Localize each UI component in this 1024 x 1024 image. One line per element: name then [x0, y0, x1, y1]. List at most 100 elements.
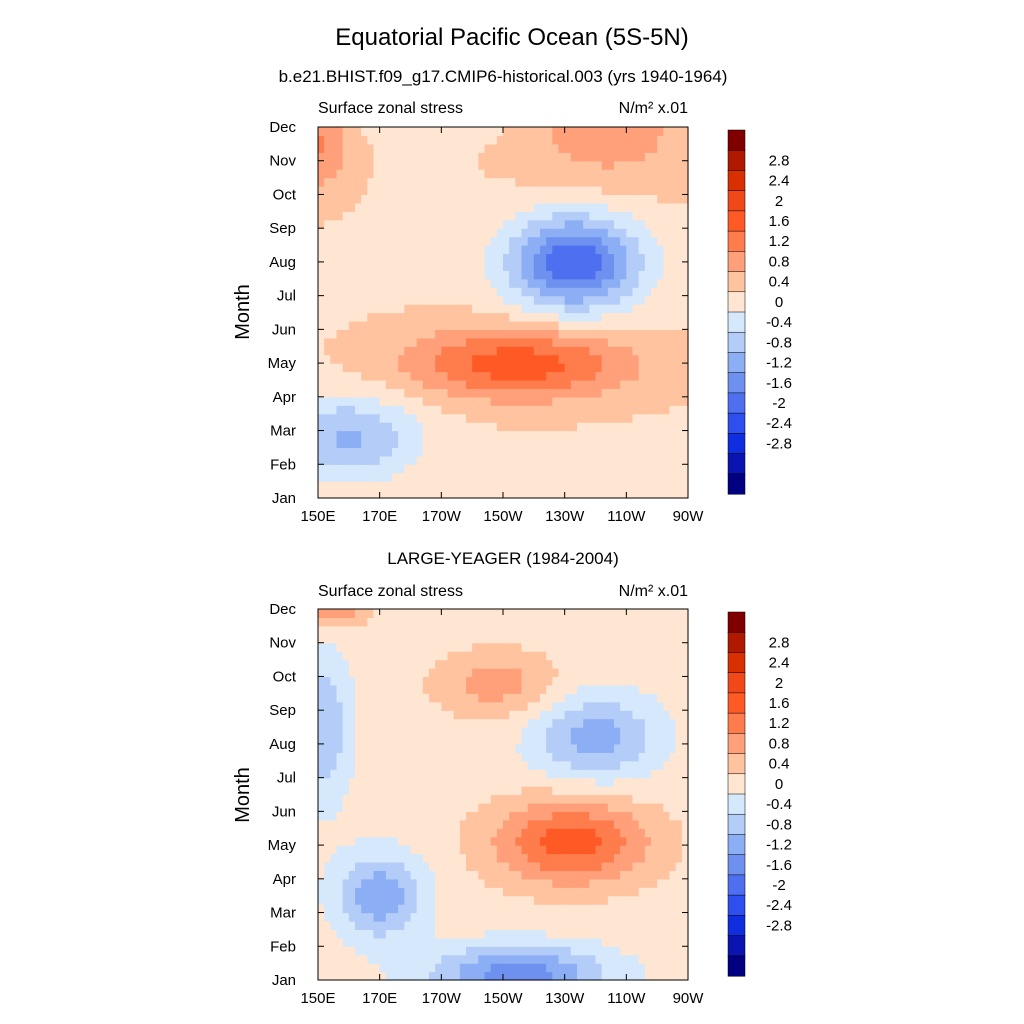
heatmap-cell: [521, 379, 529, 389]
heatmap-cell: [638, 786, 646, 796]
heatmap-cell: [330, 312, 338, 322]
heatmap-cell: [385, 253, 393, 263]
heatmap-cell: [373, 802, 381, 812]
colorbar-swatch: [727, 473, 746, 495]
heatmap-cell: [496, 895, 504, 905]
heatmap-cell: [552, 786, 560, 796]
heatmap-cell: [459, 143, 467, 153]
heatmap-cell: [626, 760, 634, 770]
heatmap-cell: [515, 455, 523, 465]
heatmap-cell: [626, 937, 634, 947]
heatmap-cell: [675, 727, 683, 737]
heatmap-cell: [601, 870, 609, 880]
heatmap-cell: [361, 253, 368, 263]
heatmap-cell: [336, 912, 344, 922]
heatmap-cell: [373, 887, 381, 897]
heatmap-cell: [447, 489, 455, 499]
heatmap-cell: [373, 160, 381, 170]
heatmap-cell: [675, 447, 683, 457]
heatmap-cell: [367, 481, 375, 491]
heatmap-cell: [447, 135, 455, 145]
heatmap-cell: [429, 887, 436, 897]
heatmap-cell: [392, 481, 399, 491]
heatmap-cell: [533, 169, 541, 179]
heatmap-cell: [496, 828, 504, 838]
heatmap-cell: [459, 371, 467, 381]
heatmap-cell: [336, 777, 344, 787]
heatmap-cell: [447, 895, 455, 905]
heatmap-cell: [657, 710, 664, 720]
heatmap-cell: [453, 853, 461, 863]
heatmap-cell: [552, 455, 560, 465]
heatmap-cell: [429, 743, 436, 753]
heatmap-cell: [601, 287, 609, 297]
heatmap-cell: [484, 845, 492, 855]
heatmap-cell: [441, 701, 449, 711]
heatmap-cell: [416, 169, 424, 179]
heatmap-cell: [324, 828, 331, 838]
heatmap-cell: [361, 743, 368, 753]
heatmap-cell: [564, 354, 572, 364]
heatmap-cell: [570, 794, 578, 804]
heatmap-cell: [472, 920, 479, 931]
heatmap-cell: [614, 413, 621, 423]
heatmap-cell: [644, 861, 652, 871]
heatmap-cell: [614, 405, 621, 415]
heatmap-cell: [669, 735, 677, 745]
heatmap-cell: [503, 701, 510, 711]
heatmap-cell: [336, 219, 344, 229]
heatmap-cell: [484, 447, 492, 457]
heatmap-cell: [601, 861, 609, 871]
heatmap-cell: [669, 920, 677, 931]
heatmap-cell: [490, 887, 498, 897]
heatmap-cell: [422, 312, 430, 322]
heatmap-cell: [404, 954, 412, 964]
heatmap-cell: [348, 135, 356, 145]
heatmap-cell: [330, 769, 338, 779]
heatmap-cell: [490, 727, 498, 737]
colorbar-swatch: [727, 210, 746, 232]
heatmap-cell: [533, 346, 541, 356]
heatmap-cell: [472, 287, 479, 297]
heatmap-cell: [546, 329, 553, 339]
heatmap-cell: [675, 954, 683, 964]
heatmap-cell: [509, 937, 516, 947]
heatmap-cell: [392, 752, 399, 762]
heatmap-cell: [540, 422, 547, 432]
heatmap-cell: [669, 836, 677, 846]
heatmap-cell: [515, 160, 523, 170]
heatmap-cell: [632, 127, 640, 137]
heatmap-cell: [595, 971, 603, 981]
heatmap-cell: [496, 752, 504, 762]
heatmap-cell: [484, 354, 492, 364]
heatmap-cell: [601, 363, 609, 373]
heatmap-cell: [373, 337, 381, 347]
heatmap-cell: [459, 245, 467, 255]
heatmap-cell: [490, 904, 498, 914]
heatmap-cell: [429, 760, 436, 770]
heatmap-cell: [620, 954, 627, 964]
heatmap-cell: [595, 684, 603, 694]
heatmap-cell: [638, 177, 646, 187]
heatmap-cell: [540, 727, 547, 737]
heatmap-cell: [675, 752, 683, 762]
heatmap-cell: [422, 337, 430, 347]
heatmap-cell: [577, 786, 584, 796]
heatmap-cell: [361, 304, 368, 314]
heatmap-cell: [583, 186, 590, 196]
heatmap-cell: [342, 438, 350, 449]
heatmap-cell: [546, 769, 553, 779]
heatmap-cell: [607, 160, 615, 170]
heatmap-cell: [404, 346, 412, 356]
heatmap-cell: [330, 379, 338, 389]
y-tick-label: Aug: [269, 254, 296, 271]
heatmap-cell: [614, 135, 621, 145]
heatmap-cell: [675, 836, 683, 846]
heatmap-cell: [324, 304, 331, 314]
heatmap-cell: [404, 836, 412, 846]
y-tick-label: Feb: [270, 456, 296, 473]
heatmap-cell: [453, 777, 461, 787]
heatmap-cell: [484, 337, 492, 347]
heatmap-cell: [638, 718, 646, 728]
heatmap-cell: [589, 870, 597, 880]
